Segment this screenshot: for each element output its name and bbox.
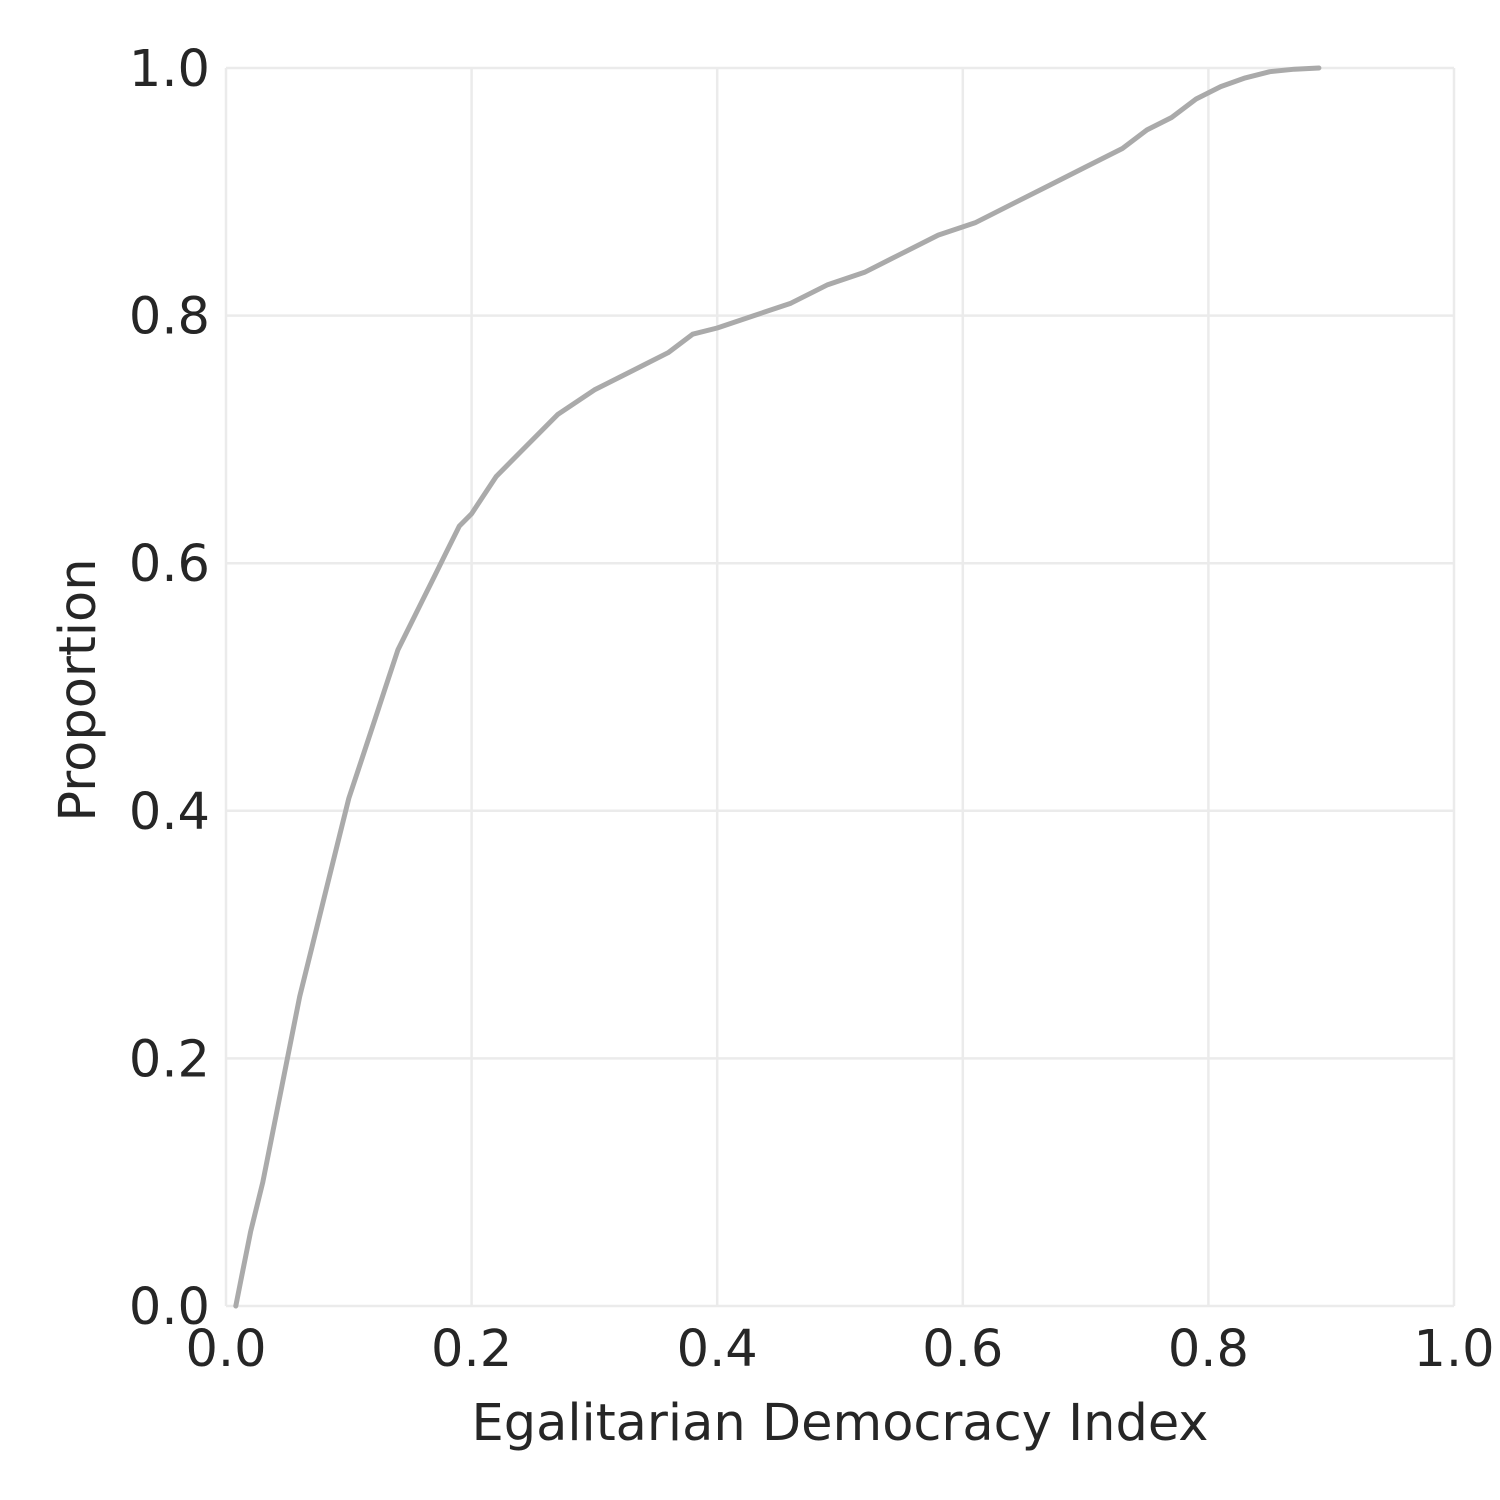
y-tick-label: 1.0 (129, 40, 210, 99)
x-tick-label: 0.0 (185, 1320, 266, 1379)
y-tick-label: 0.6 (129, 535, 210, 594)
x-tick-label: 0.6 (922, 1320, 1003, 1379)
y-tick-label: 0.0 (129, 1278, 210, 1337)
x-tick-label: 0.2 (431, 1320, 512, 1379)
y-tick-labels: 0.0 0.2 0.4 0.6 0.8 1.0 (129, 40, 210, 1337)
x-tick-label: 1.0 (1413, 1320, 1494, 1379)
grid-lines (224, 66, 1456, 1308)
x-tick-labels: 0.0 0.2 0.4 0.6 0.8 1.0 (185, 1320, 1494, 1379)
x-tick-label: 0.4 (677, 1320, 758, 1379)
x-tick-label: 0.8 (1168, 1320, 1249, 1379)
ecdf-line (233, 65, 1322, 1309)
y-tick-label: 0.4 (129, 783, 210, 842)
y-tick-label: 0.8 (129, 288, 210, 347)
y-axis-label: Proportion (49, 558, 108, 821)
x-axis-label: Egalitarian Democracy Index (472, 1394, 1209, 1453)
y-tick-label: 0.2 (129, 1030, 210, 1089)
